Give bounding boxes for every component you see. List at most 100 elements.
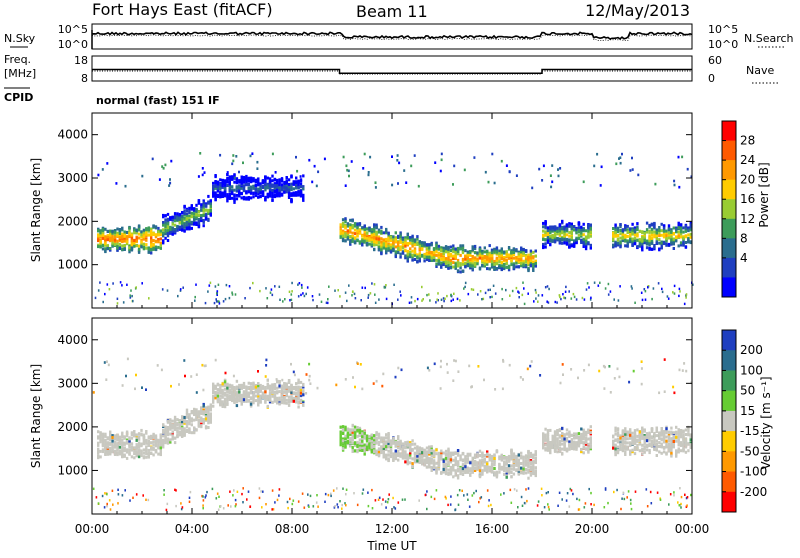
echo-cell [344,435,346,438]
echo-cell [469,254,471,257]
echo-cell [390,439,392,442]
echo-cell [556,227,558,230]
speckle-cell [125,185,127,188]
echo-cell [188,207,190,210]
echo-cell [624,226,626,229]
echo-cell [542,225,544,228]
echo-cell [402,247,404,250]
echo-cell [375,241,377,244]
echo-cell [131,446,133,449]
echo-cell [568,235,570,238]
echo-cell [342,439,344,442]
echo-cell [233,189,235,192]
echo-cell [116,245,118,248]
echo-cell [183,217,185,220]
y-tick-label: 1000 [57,258,88,272]
echo-cell [411,259,413,262]
echo-cell [233,197,235,200]
noise-cell [180,288,182,290]
echo-cell [126,448,128,451]
speckle-cell [596,153,598,156]
echo-cell [255,194,257,197]
echo-cell [670,241,672,244]
echo-cell [150,234,152,237]
echo-cell [164,230,166,233]
echo-cell [128,246,130,249]
echo-cell [387,450,389,453]
echo-cell [131,242,133,245]
echo-cell [119,442,121,445]
echo-cell [445,265,447,268]
echo-cell [587,236,589,239]
echo-cell [559,224,561,227]
echo-cell [183,427,185,430]
noise-cell [107,283,109,285]
echo-cell [359,442,361,445]
speckle-cell [375,181,377,184]
echo-cell [212,391,214,394]
echo-cell [580,229,582,232]
echo-cell [371,446,373,449]
echo-cell [658,226,660,229]
echo-cell [231,395,233,398]
echo-cell [162,224,164,227]
echo-cell [293,183,295,186]
echo-cell [373,223,375,226]
echo-cell [264,186,266,189]
echo-cell [619,232,621,235]
noise-cell [362,287,364,289]
noise-cell [489,296,491,298]
echo-cell [349,228,351,231]
echo-cell [518,265,520,268]
noise-cell [371,282,373,284]
echo-cell [462,263,464,266]
echo-cell [447,248,449,251]
echo-cell [116,434,118,437]
echo-cell [198,411,200,414]
echo-cell [145,239,147,242]
echo-cell [140,451,142,454]
echo-cell [552,236,554,239]
echo-cell [205,214,207,217]
echo-cell [217,395,219,398]
echo-cell [663,241,665,244]
echo-cell [395,255,397,258]
echo-cell [281,386,283,389]
echo-cell [627,245,629,248]
echo-cell [133,449,135,452]
speckle-cell [464,169,466,172]
echo-cell [364,225,366,228]
echo-cell [295,184,297,187]
echo-cell [392,242,394,245]
speckle-cell [453,165,455,168]
noise-cell [284,298,286,300]
echo-cell [409,253,411,256]
echo-cell [131,237,133,240]
speckle-cell [440,170,442,173]
colorbar-swatch [722,180,736,200]
echo-cell [354,449,356,452]
noise-cell [148,297,150,299]
echo-cell [563,242,565,245]
echo-cell [387,232,389,235]
echo-cell [295,386,297,389]
echo-cell [121,248,123,251]
echo-cell [248,392,250,395]
echo-cell [191,419,193,422]
echo-cell [371,234,373,237]
echo-cell [440,258,442,261]
echo-cell [455,254,457,257]
echo-cell [501,264,503,267]
echo-cell [563,238,565,241]
echo-cell [302,199,304,202]
echo-cell [366,437,368,440]
echo-cell [200,203,202,206]
echo-cell [614,231,616,234]
echo-cell [233,201,235,204]
noise-cell [301,284,303,286]
echo-cell [203,214,205,217]
echo-cell [590,235,592,238]
echo-cell [513,264,515,267]
noise-cell [194,300,196,302]
echo-cell [271,199,273,202]
